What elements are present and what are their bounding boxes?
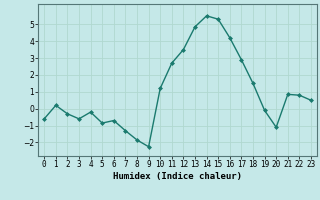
X-axis label: Humidex (Indice chaleur): Humidex (Indice chaleur) xyxy=(113,172,242,181)
